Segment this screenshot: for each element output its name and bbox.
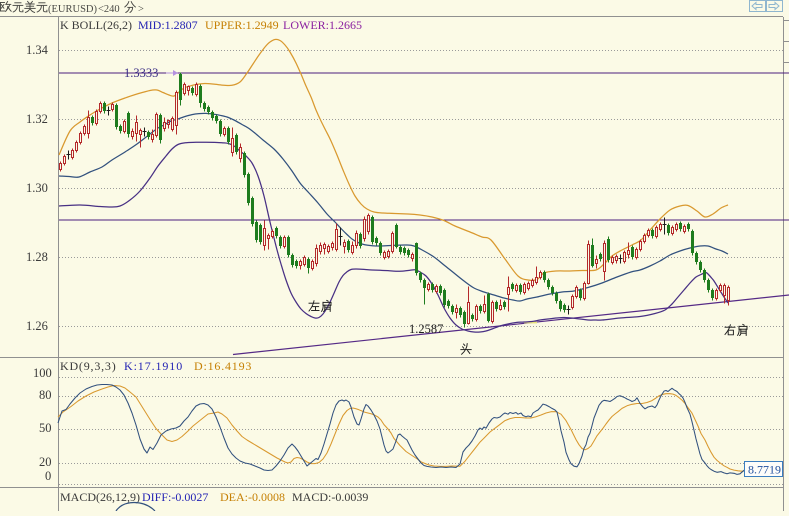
svg-text:MACD:-0.0039: MACD:-0.0039 [292, 490, 368, 504]
svg-text:DEA:-0.0008: DEA:-0.0008 [220, 490, 285, 504]
svg-text:80: 80 [39, 388, 52, 402]
svg-text:1.3333: 1.3333 [124, 66, 158, 80]
svg-text:50: 50 [39, 421, 52, 435]
svg-text:1.2587: 1.2587 [409, 322, 443, 336]
svg-text:LOWER:1.2665: LOWER:1.2665 [283, 18, 362, 32]
svg-text:DIFF:-0.0027: DIFF:-0.0027 [142, 490, 208, 504]
svg-text:(EURUSD): (EURUSD) [48, 4, 98, 15]
svg-text:1.32: 1.32 [26, 112, 48, 126]
svg-text:MID:1.2807: MID:1.2807 [138, 18, 198, 32]
svg-text:K:17.1910: K:17.1910 [124, 359, 183, 373]
svg-text:<240: <240 [98, 4, 120, 15]
svg-text:0: 0 [45, 469, 51, 483]
svg-text:100: 100 [33, 366, 52, 380]
svg-text:D:16.4193: D:16.4193 [194, 359, 252, 373]
svg-text:20: 20 [39, 455, 52, 469]
svg-text:UPPER:1.2949: UPPER:1.2949 [205, 18, 279, 32]
svg-text:1.30: 1.30 [26, 181, 48, 195]
svg-text:8.7719: 8.7719 [748, 463, 781, 477]
svg-text:1.28: 1.28 [26, 250, 48, 264]
svg-text:1.26: 1.26 [26, 319, 48, 333]
svg-text:MACD(26,12,9): MACD(26,12,9) [60, 490, 140, 504]
svg-text:K BOLL(26,2): K BOLL(26,2) [60, 18, 132, 32]
svg-text:>: > [138, 4, 144, 15]
svg-text:1.34: 1.34 [26, 43, 49, 57]
svg-text:KD(9,3,3): KD(9,3,3) [60, 359, 117, 373]
